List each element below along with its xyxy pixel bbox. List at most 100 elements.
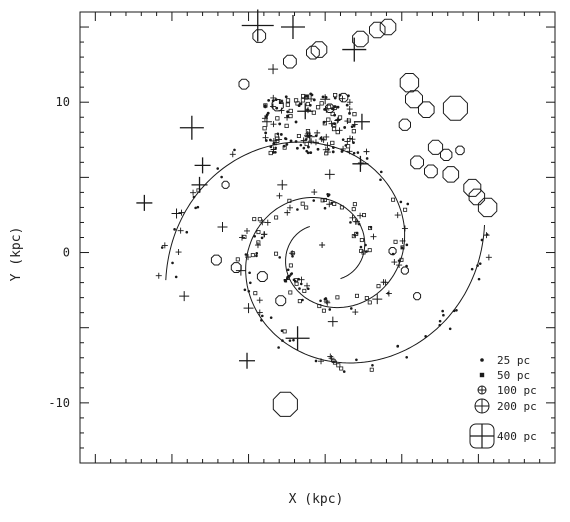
region-circle xyxy=(405,90,423,109)
dot-point xyxy=(452,309,456,313)
dot-point xyxy=(289,273,293,276)
dot-point xyxy=(340,150,344,153)
cross-point xyxy=(241,9,274,42)
region-circle xyxy=(283,54,297,69)
small-cross-point xyxy=(399,237,406,244)
dot-point xyxy=(328,308,332,311)
small-cross-point xyxy=(349,136,356,143)
dot-point xyxy=(312,199,316,202)
small-cross-point xyxy=(273,139,280,146)
dot-point xyxy=(289,139,293,143)
cross-point xyxy=(243,303,254,314)
cross-point xyxy=(297,103,314,120)
square-point xyxy=(317,304,322,309)
dot-point xyxy=(455,309,458,312)
dot-point xyxy=(347,94,350,98)
small-cross-point xyxy=(363,148,370,155)
square-point xyxy=(362,213,367,218)
dot-point xyxy=(294,120,298,124)
small-cross-point xyxy=(357,159,364,166)
dot-point xyxy=(171,261,174,265)
square-point xyxy=(301,93,306,99)
square-point xyxy=(304,205,309,210)
cross-point xyxy=(268,64,279,75)
dot-point xyxy=(267,98,271,102)
dot-point xyxy=(296,208,299,211)
square-point xyxy=(399,257,404,262)
square-point xyxy=(319,101,324,106)
legend-symbol-cross xyxy=(470,424,494,448)
cross-point xyxy=(285,326,310,351)
square-point xyxy=(295,101,300,106)
dot-point xyxy=(264,131,268,135)
small-cross-point xyxy=(357,212,364,219)
small-cross-point xyxy=(261,115,268,122)
dot-point xyxy=(274,150,277,154)
dot-point xyxy=(330,107,334,111)
square-point xyxy=(268,150,273,156)
square-point xyxy=(354,293,359,298)
cross-point xyxy=(179,115,204,140)
dot-point xyxy=(316,147,320,151)
legend-symbol-cross xyxy=(478,386,486,394)
square-point xyxy=(297,299,302,304)
cross-point xyxy=(217,221,228,232)
small-cross-point xyxy=(346,148,353,155)
square-point xyxy=(351,207,356,212)
small-cross-point xyxy=(324,142,331,149)
small-cross-point xyxy=(276,192,283,199)
small-cross-point xyxy=(270,94,277,101)
small-cross-point xyxy=(346,99,353,106)
region-circle xyxy=(427,139,444,155)
cross-point xyxy=(191,176,208,193)
square-point xyxy=(275,116,280,121)
small-cross-point xyxy=(190,189,197,196)
square-point xyxy=(256,230,261,235)
cross-point xyxy=(194,157,211,174)
region-circle xyxy=(221,180,230,189)
dot-point xyxy=(323,297,327,301)
region-circle xyxy=(238,78,250,90)
square-point xyxy=(300,201,305,206)
square-point xyxy=(332,122,337,127)
dot-point xyxy=(391,252,395,256)
small-cross-point xyxy=(311,189,318,196)
region-circle xyxy=(352,30,369,48)
dot-point xyxy=(379,178,382,182)
dot-point xyxy=(364,243,367,247)
small-cross-point xyxy=(269,103,276,110)
dot-point xyxy=(280,329,284,332)
small-cross-point xyxy=(394,212,401,219)
legend-symbol-cross xyxy=(475,399,489,413)
dot-point xyxy=(357,222,361,226)
region-circle xyxy=(413,292,422,301)
small-cross-point xyxy=(346,135,353,142)
square-point xyxy=(304,141,309,147)
dot-point xyxy=(278,256,281,259)
small-cross-point xyxy=(344,138,351,145)
dot-point xyxy=(216,167,220,170)
small-cross-point xyxy=(382,279,389,286)
dot-point xyxy=(470,267,474,271)
dot-point xyxy=(338,93,342,97)
square-point xyxy=(352,202,357,207)
dot-point xyxy=(283,279,287,283)
square-point xyxy=(403,207,408,212)
square-point xyxy=(196,188,201,193)
square-point xyxy=(333,93,338,98)
dot-point xyxy=(284,95,288,99)
square-point xyxy=(369,367,374,372)
dot-point xyxy=(274,98,278,102)
small-cross-point xyxy=(289,250,296,257)
small-cross-point xyxy=(256,309,263,316)
dot-point xyxy=(352,151,356,155)
legend-label: 25 pc xyxy=(497,354,530,367)
cross-point xyxy=(171,208,182,219)
dot-point xyxy=(355,358,358,362)
region-circle xyxy=(440,148,453,161)
small-cross-point xyxy=(286,204,293,211)
small-cross-point xyxy=(239,234,246,241)
square-point xyxy=(336,363,341,368)
square-point xyxy=(335,129,340,135)
dot-point xyxy=(288,339,292,342)
